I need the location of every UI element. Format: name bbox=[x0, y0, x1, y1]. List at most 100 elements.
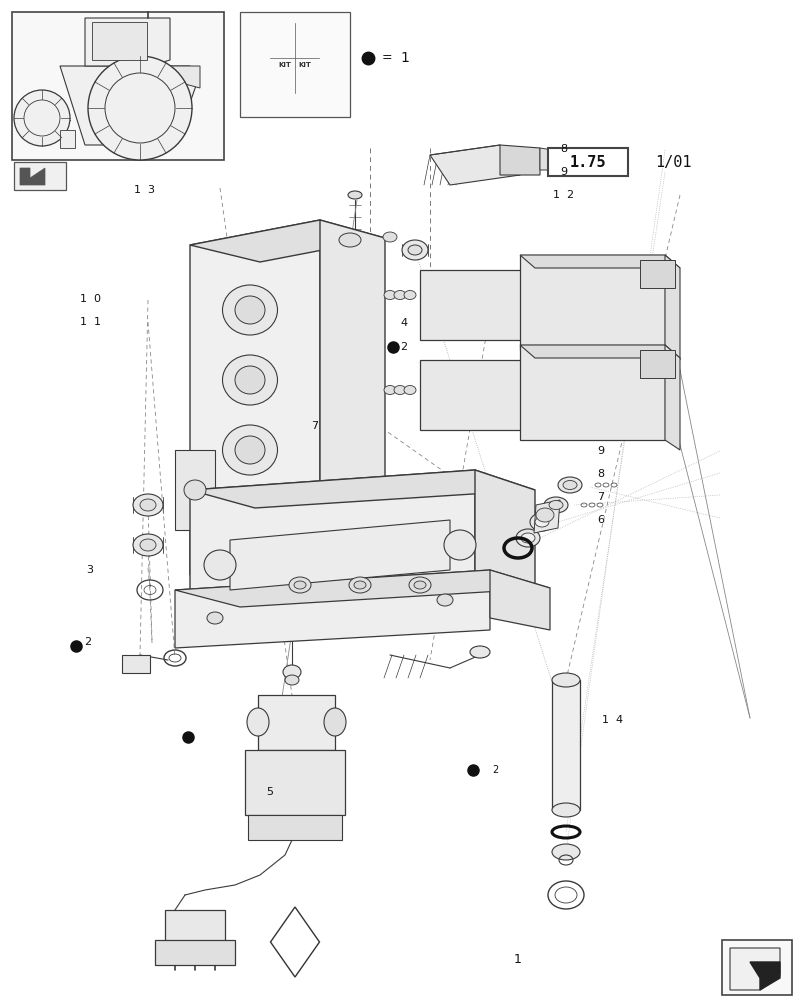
Ellipse shape bbox=[234, 296, 264, 324]
Ellipse shape bbox=[207, 612, 223, 624]
Polygon shape bbox=[539, 148, 564, 170]
Polygon shape bbox=[664, 345, 679, 450]
Bar bbox=[639, 260, 674, 288]
Bar bbox=[14, 162, 66, 190]
Text: 6: 6 bbox=[597, 515, 603, 525]
Polygon shape bbox=[519, 345, 664, 440]
Ellipse shape bbox=[534, 517, 548, 527]
Polygon shape bbox=[20, 168, 45, 185]
Polygon shape bbox=[169, 66, 200, 88]
Text: 8: 8 bbox=[597, 469, 603, 479]
Text: KIT: KIT bbox=[278, 62, 291, 68]
Ellipse shape bbox=[470, 646, 489, 658]
Ellipse shape bbox=[562, 481, 577, 489]
Ellipse shape bbox=[139, 539, 156, 551]
Ellipse shape bbox=[139, 499, 156, 511]
Text: 1/01: 1/01 bbox=[654, 155, 691, 170]
Ellipse shape bbox=[543, 497, 568, 513]
Polygon shape bbox=[190, 470, 534, 508]
Ellipse shape bbox=[515, 529, 539, 547]
Ellipse shape bbox=[383, 232, 397, 242]
Ellipse shape bbox=[409, 577, 431, 593]
Ellipse shape bbox=[348, 191, 362, 199]
Ellipse shape bbox=[444, 530, 475, 560]
Polygon shape bbox=[190, 470, 474, 610]
Polygon shape bbox=[749, 962, 779, 990]
Ellipse shape bbox=[404, 290, 415, 300]
Polygon shape bbox=[85, 18, 169, 66]
Polygon shape bbox=[474, 470, 534, 590]
Ellipse shape bbox=[548, 500, 562, 510]
Ellipse shape bbox=[521, 533, 534, 543]
Ellipse shape bbox=[393, 385, 406, 394]
Text: 7: 7 bbox=[597, 492, 603, 502]
Polygon shape bbox=[175, 570, 489, 648]
Bar bbox=[721, 940, 791, 995]
Polygon shape bbox=[551, 680, 579, 810]
Text: 4: 4 bbox=[400, 318, 406, 328]
Bar bbox=[547, 148, 627, 176]
Text: 9: 9 bbox=[560, 167, 566, 177]
Polygon shape bbox=[430, 145, 519, 185]
Polygon shape bbox=[190, 220, 320, 575]
Ellipse shape bbox=[283, 665, 301, 679]
Text: 2: 2 bbox=[400, 342, 406, 352]
Polygon shape bbox=[175, 570, 549, 607]
Polygon shape bbox=[489, 570, 549, 630]
Text: 1: 1 bbox=[400, 51, 409, 65]
Text: 1  2: 1 2 bbox=[552, 190, 573, 200]
Polygon shape bbox=[519, 255, 664, 350]
Bar bbox=[12, 12, 224, 160]
Ellipse shape bbox=[404, 385, 415, 394]
Text: 3: 3 bbox=[86, 565, 92, 575]
Ellipse shape bbox=[338, 233, 361, 247]
Circle shape bbox=[88, 56, 191, 160]
Bar bbox=[639, 350, 674, 378]
Polygon shape bbox=[165, 910, 225, 945]
Polygon shape bbox=[258, 695, 335, 750]
Ellipse shape bbox=[133, 534, 163, 556]
Polygon shape bbox=[247, 815, 341, 840]
Text: 5: 5 bbox=[266, 787, 272, 797]
Ellipse shape bbox=[222, 425, 277, 475]
Ellipse shape bbox=[184, 480, 206, 500]
Ellipse shape bbox=[222, 355, 277, 405]
Text: 1  0: 1 0 bbox=[80, 294, 101, 304]
Polygon shape bbox=[430, 145, 500, 155]
Ellipse shape bbox=[557, 477, 581, 493]
Polygon shape bbox=[419, 270, 530, 340]
Ellipse shape bbox=[234, 366, 264, 394]
Bar bbox=[92, 22, 147, 60]
Polygon shape bbox=[500, 145, 539, 175]
Polygon shape bbox=[419, 360, 530, 430]
Ellipse shape bbox=[551, 803, 579, 817]
Ellipse shape bbox=[222, 285, 277, 335]
Polygon shape bbox=[519, 255, 679, 268]
Ellipse shape bbox=[414, 581, 426, 589]
Ellipse shape bbox=[204, 550, 236, 580]
Ellipse shape bbox=[234, 436, 264, 464]
Ellipse shape bbox=[324, 708, 345, 736]
Polygon shape bbox=[190, 220, 384, 262]
Ellipse shape bbox=[436, 594, 453, 606]
Polygon shape bbox=[175, 450, 215, 530]
Ellipse shape bbox=[247, 708, 268, 736]
Polygon shape bbox=[60, 130, 75, 148]
Polygon shape bbox=[664, 255, 679, 360]
Ellipse shape bbox=[285, 675, 298, 685]
Ellipse shape bbox=[384, 385, 396, 394]
Ellipse shape bbox=[535, 508, 553, 522]
Polygon shape bbox=[245, 750, 345, 815]
Text: 8: 8 bbox=[560, 144, 566, 154]
Text: 1.75: 1.75 bbox=[569, 155, 606, 170]
Text: 2: 2 bbox=[84, 637, 91, 647]
Text: 2: 2 bbox=[491, 765, 498, 775]
Ellipse shape bbox=[401, 240, 427, 260]
Bar bbox=[122, 655, 150, 673]
Ellipse shape bbox=[530, 513, 553, 531]
Text: 7: 7 bbox=[311, 421, 318, 431]
Text: 1: 1 bbox=[513, 953, 521, 966]
Polygon shape bbox=[534, 500, 560, 533]
Polygon shape bbox=[230, 520, 449, 590]
Ellipse shape bbox=[384, 290, 396, 300]
